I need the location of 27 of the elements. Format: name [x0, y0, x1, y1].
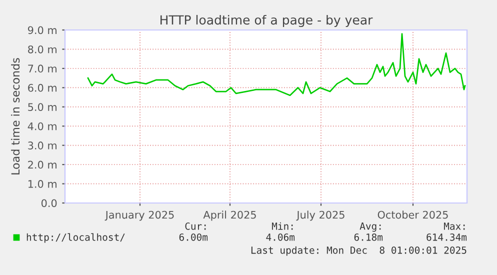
x-tick-label: April 2025 — [203, 210, 256, 221]
y-tick-label: 4.0 m — [28, 122, 56, 130]
y-tick-label: 5.0 m — [28, 103, 56, 111]
y-tick-label: 9.0 m — [28, 26, 56, 34]
y-tick-label: 7.0 m — [28, 64, 56, 73]
text: Last update: Mon Dec 8 01:00:01 2025 — [251, 246, 466, 256]
y-tick-label: 0.0 — [41, 199, 57, 208]
chart-title: HTTP loadtime of a page - by year — [160, 14, 373, 28]
text: 6.18m — [354, 233, 383, 241]
y-tick-label: 3.0 m — [28, 142, 56, 150]
text: 4.06m — [266, 233, 295, 241]
x-tick-label: July 2025 — [296, 210, 344, 221]
legend-label: http://localhost/ — [26, 233, 125, 243]
y-tick-label: 8.0 m — [28, 45, 56, 54]
text: 614.34m — [426, 233, 467, 241]
text: Cur: — [185, 222, 206, 230]
y-tick-label: 2.0 m — [28, 160, 56, 169]
x-tick-label: January 2025 — [104, 210, 174, 221]
text: Min: — [272, 222, 293, 230]
line-series — [87, 33, 466, 96]
x-tick-label: October 2025 — [378, 210, 448, 219]
y-tick-label: 6.0 m — [28, 84, 56, 92]
text: 6.00m — [179, 233, 208, 241]
text: Avg: — [360, 222, 381, 232]
y-axis-title: Load time in seconds — [11, 58, 20, 174]
text: Max: — [444, 222, 465, 230]
y-tick-label: 1.0 m — [28, 180, 56, 188]
